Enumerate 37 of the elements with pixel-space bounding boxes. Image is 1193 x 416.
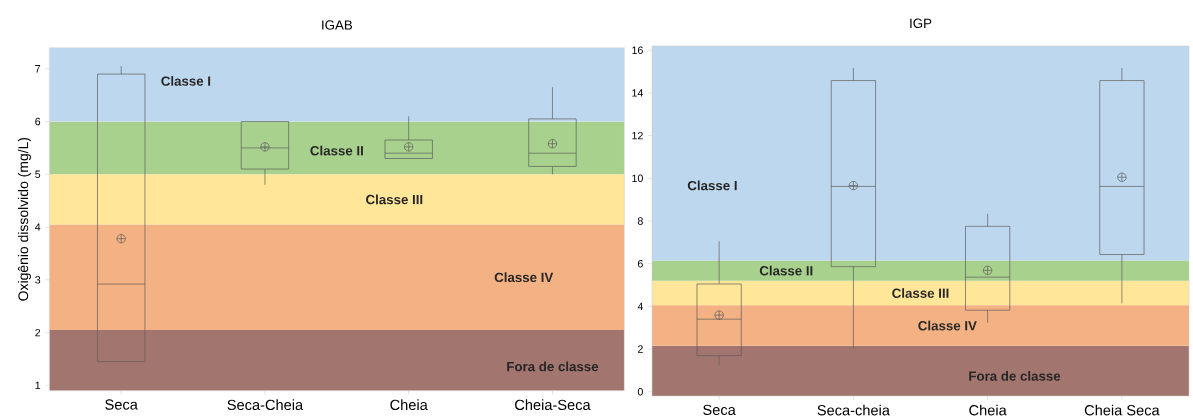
y-tick-label: 0 — [637, 387, 643, 396]
band-label: Classe III — [366, 194, 423, 205]
x-tick-label: Cheia-Seca — [515, 399, 591, 411]
y-tick-label: 4 — [637, 302, 644, 311]
y-tick-label: 6 — [637, 259, 643, 268]
y-tick-label: 2 — [637, 345, 643, 353]
y-tick-label: 5 — [35, 170, 41, 179]
y-tick-label: 3 — [35, 276, 41, 284]
band-label: Classe IV — [494, 272, 554, 283]
x-tick-label: Cheia — [969, 404, 1007, 416]
y-tick-label: 6 — [35, 117, 41, 126]
band-label: Classe II — [310, 145, 363, 156]
y-tick-label: 4 — [35, 223, 41, 231]
y-tick-label: 8 — [637, 217, 643, 225]
band-label: Classe III — [892, 288, 949, 298]
y-tick-label: 7 — [35, 65, 41, 73]
band-label: Classe I — [161, 76, 211, 86]
y-axis-title: Oxigênio dissolvido (mg/L) — [17, 137, 31, 301]
x-tick-label: Seca-cheia — [817, 404, 890, 416]
chart-title: IGAB — [322, 20, 353, 30]
y-tick-label: 10 — [632, 174, 643, 183]
x-tick-label: Seca — [703, 404, 736, 416]
band-label: Fora de classe — [507, 361, 599, 372]
x-tick-label: Seca-Cheia — [227, 399, 304, 411]
chart-title: IGP — [910, 18, 932, 29]
y-tick-label: 12 — [632, 131, 643, 140]
x-tick-label: Cheia — [390, 399, 428, 411]
band-label: Classe IV — [918, 320, 977, 331]
x-tick-label: Cheia Seca — [1084, 404, 1160, 416]
y-tick-label: 16 — [632, 46, 643, 55]
band-label: Fora de classe — [969, 371, 1061, 381]
band-label: Classe II — [759, 265, 813, 276]
x-tick-label: Seca — [105, 399, 138, 410]
y-tick-label: 14 — [632, 89, 644, 97]
band-label: Classe I — [687, 180, 737, 191]
y-tick-label: 1 — [35, 381, 41, 390]
y-tick-label: 2 — [35, 328, 41, 337]
